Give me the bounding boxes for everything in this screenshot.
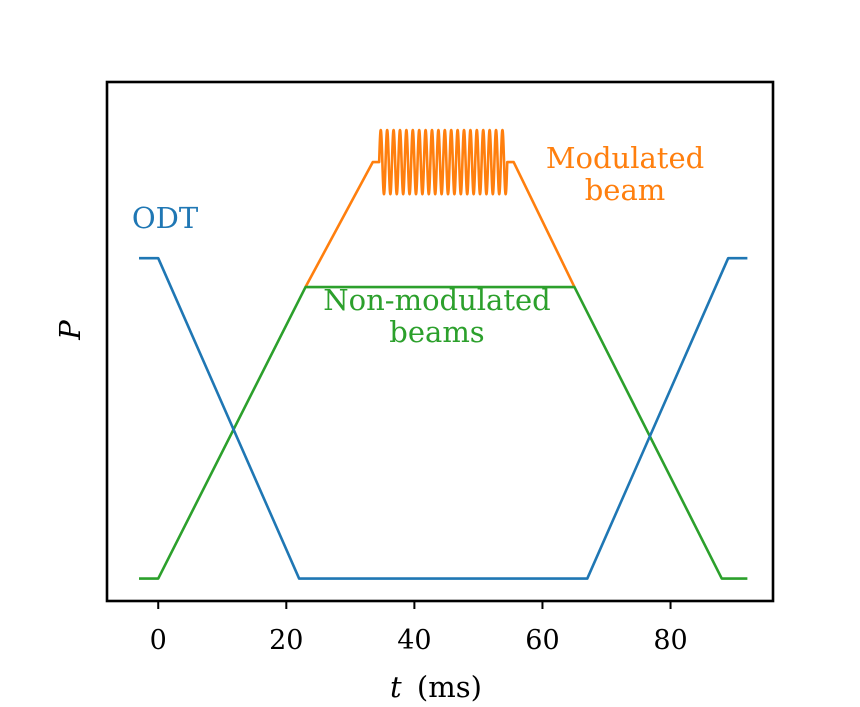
plot-frame <box>105 80 775 603</box>
x-axis-label: t (ms) <box>390 670 482 704</box>
series-layer <box>139 128 748 580</box>
x-ticks: 0 20 40 60 80 <box>150 601 688 656</box>
series-label-line: ODT <box>132 201 199 235</box>
series-label-line: beam <box>585 173 666 207</box>
x-axis-unit: (ms) <box>417 670 482 704</box>
series-annotations: ODT Modulated beam Non-modulated beams <box>132 141 704 349</box>
series-line-modulated-beam <box>304 128 576 288</box>
x-axis-variable: t <box>390 670 402 704</box>
series-label-line: Non-modulated <box>323 283 550 317</box>
x-tick-label: 40 <box>397 625 431 656</box>
series-line-odt <box>139 256 748 580</box>
x-tick-label: 20 <box>269 625 303 656</box>
x-tick-label: 60 <box>525 625 559 656</box>
series-line-non-modulated-beams <box>139 285 748 580</box>
series-label-non-modulated-beams: Non-modulated beams <box>323 283 550 349</box>
x-tick-label: 0 <box>150 625 167 656</box>
series-label-line: Modulated <box>546 141 704 175</box>
series-label-modulated-beam: Modulated beam <box>546 141 704 207</box>
series-label-odt: ODT <box>132 201 199 235</box>
x-tick-label: 80 <box>653 625 687 656</box>
y-axis-label: P <box>53 320 87 341</box>
series-label-line: beams <box>389 315 484 349</box>
